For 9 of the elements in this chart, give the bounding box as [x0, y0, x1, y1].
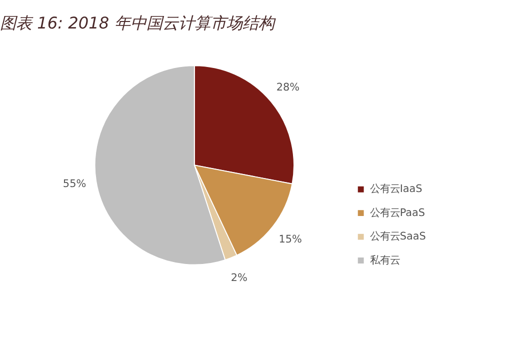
data-label: 55% [62, 178, 86, 190]
legend-label: 私有云 [370, 254, 400, 266]
data-label: 15% [278, 233, 302, 246]
legend-label: 公有云PaaS [370, 206, 426, 219]
data-label: 28% [276, 82, 300, 94]
legend-label: 公有云SaaS [370, 230, 426, 243]
data-label: 2% [230, 272, 248, 284]
chart-title: 图表 16: 2018 年中国云计算市场结构 [0, 14, 276, 33]
legend-label: 公有云IaaS [370, 183, 423, 196]
